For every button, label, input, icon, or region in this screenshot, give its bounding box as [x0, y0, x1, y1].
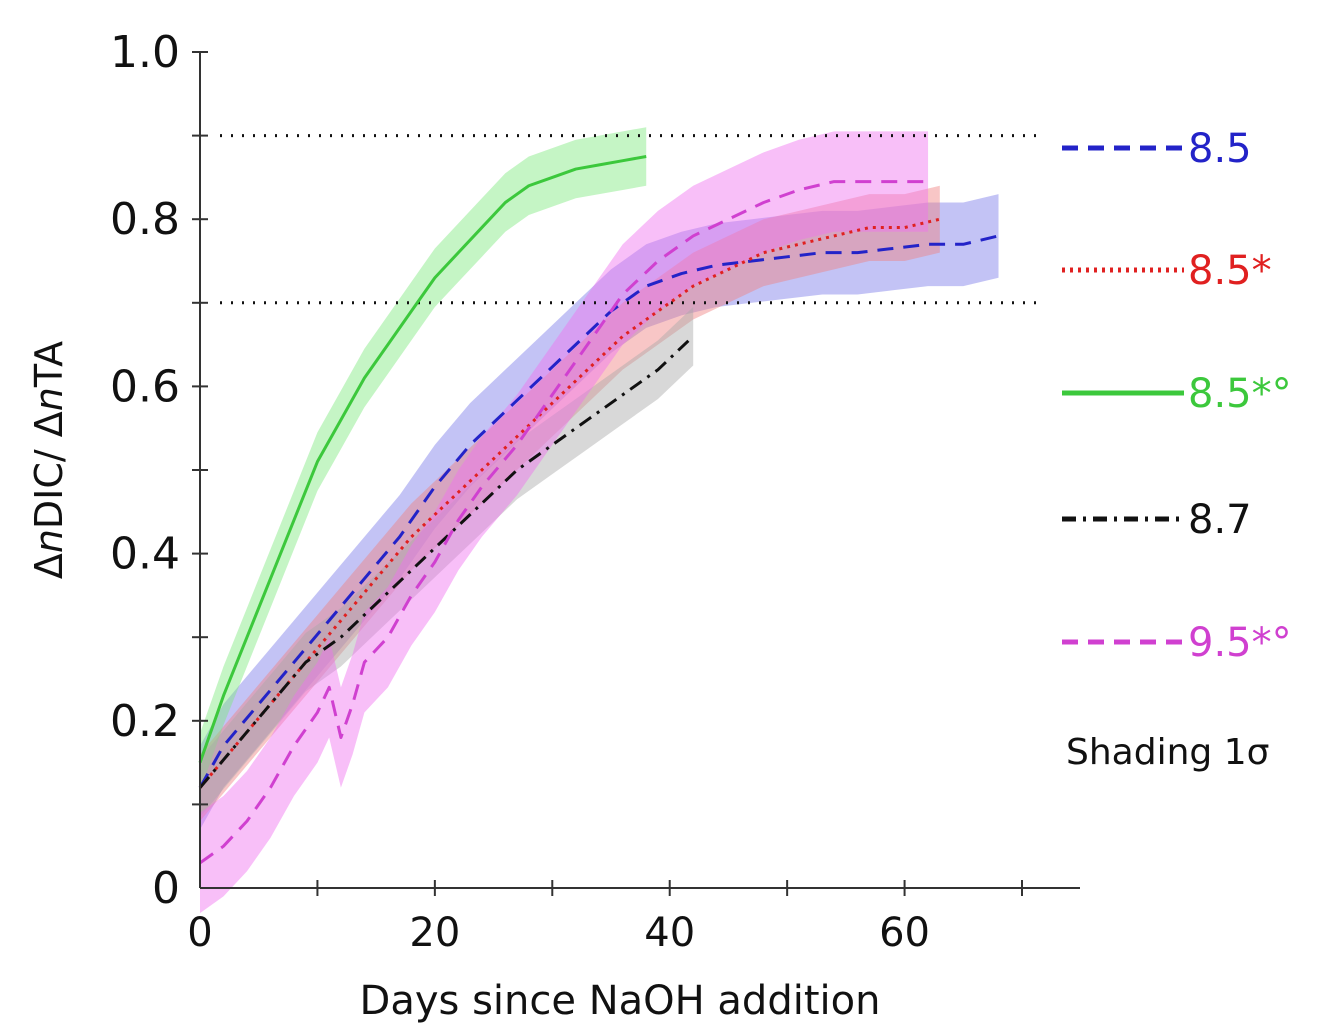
- y-tick-label: 0.4: [110, 529, 180, 580]
- series-line-9.5*°: [199, 180, 929, 865]
- y-tick-label: 0.8: [110, 194, 180, 245]
- series-line-8.5*°: [198, 155, 647, 764]
- legend-label: 8.7: [1188, 497, 1252, 543]
- uncertainty-bands: [200, 127, 999, 914]
- series-line-8.5*: [198, 217, 941, 789]
- band-8.5*°: [200, 127, 647, 792]
- series-lines: [198, 155, 999, 865]
- ticks: 0 20 40 60 0 0.2 0.4 0.6 0.8 1.0: [110, 27, 1023, 956]
- x-tick-label: 40: [644, 910, 695, 956]
- shading-note: Shading 1σ: [1066, 732, 1269, 773]
- y-tick-label: 0.6: [110, 361, 180, 412]
- legend: 8.5 8.5* 8.5*° 8.7 9.5*°: [1062, 126, 1292, 666]
- series-line-8.5: [198, 234, 999, 789]
- legend-label: 8.5*: [1188, 248, 1272, 294]
- y-axis-label: ΔnDIC/ ΔnTA: [27, 341, 71, 579]
- x-axis-label: Days since NaOH addition: [360, 978, 881, 1024]
- legend-label: 9.5*°: [1188, 620, 1292, 666]
- y-tick-label: 1.0: [110, 27, 180, 78]
- band-8.5*: [200, 185, 940, 822]
- legend-label: 8.5*°: [1188, 371, 1292, 417]
- band-8.7: [200, 306, 694, 817]
- band-8.5: [200, 194, 999, 830]
- y-tick-label: 0.2: [110, 696, 180, 747]
- x-tick-label: 0: [187, 910, 212, 956]
- x-tick-label: 20: [409, 910, 460, 956]
- band-9.5*°: [200, 131, 929, 914]
- legend-label: 8.5: [1188, 126, 1252, 172]
- y-tick-label: 0: [152, 863, 180, 914]
- x-tick-label: 60: [879, 910, 930, 956]
- series-line-8.7: [198, 335, 695, 789]
